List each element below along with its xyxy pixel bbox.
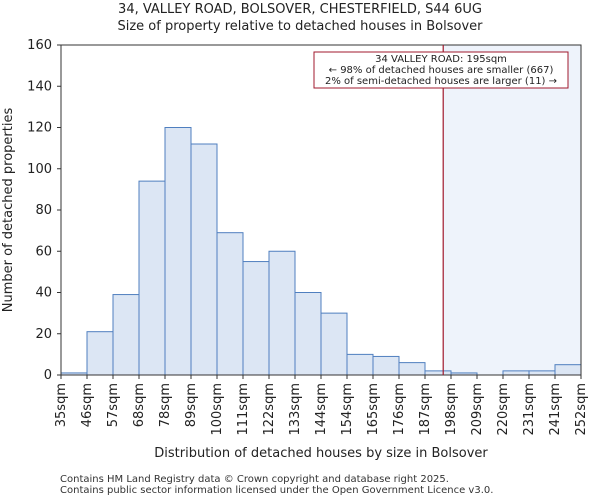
annotation-line-1: 34 VALLEY ROAD: 195sqm — [375, 54, 507, 65]
bar-78sqm — [164, 127, 192, 376]
x-tick-label-89sqm: 89sqm — [184, 383, 199, 427]
x-tick-label-165sqm: 165sqm — [366, 383, 381, 436]
x-tick-label-35sqm: 35sqm — [54, 383, 69, 427]
bar-165sqm — [372, 355, 400, 376]
bar-241sqm — [554, 364, 582, 376]
x-tick-label-187sqm: 187sqm — [418, 383, 433, 436]
x-tick-label-111sqm: 111sqm — [236, 383, 251, 436]
bar-187sqm — [424, 370, 452, 376]
x-tick-label-154sqm: 154sqm — [340, 383, 355, 436]
x-tick-label-231sqm: 231sqm — [522, 383, 537, 436]
bar-220sqm — [502, 370, 530, 376]
y-tick-label: 60 — [35, 244, 52, 259]
bar-46sqm — [86, 331, 114, 376]
x-tick-label-209sqm: 209sqm — [470, 383, 485, 436]
bar-144sqm — [320, 312, 348, 376]
x-tick-label-241sqm: 241sqm — [548, 383, 563, 436]
y-tick-label: 40 — [35, 286, 52, 301]
footer-line-2: Contains public sector information licen… — [60, 485, 494, 496]
bar-133sqm — [294, 292, 322, 376]
x-tick-label-100sqm: 100sqm — [210, 383, 225, 436]
chart-subtitle: Size of property relative to detached ho… — [117, 19, 483, 34]
bar-122sqm — [268, 250, 296, 376]
x-tick-label-78sqm: 78sqm — [158, 383, 173, 427]
highlight-region — [443, 45, 581, 375]
y-tick-label: 120 — [27, 121, 52, 136]
y-tick-label: 160 — [27, 38, 52, 53]
x-tick-label-122sqm: 122sqm — [262, 383, 277, 436]
bar-154sqm — [346, 353, 374, 376]
x-tick-label-68sqm: 68sqm — [132, 383, 147, 427]
footer-line-1: Contains HM Land Registry data © Crown c… — [60, 474, 449, 485]
bar-111sqm — [242, 261, 270, 376]
x-tick-label-133sqm: 133sqm — [288, 383, 303, 436]
annotation-box — [313, 51, 569, 89]
y-tick-label: 140 — [27, 79, 52, 94]
y-tick-label: 20 — [35, 327, 52, 342]
x-tick-label-176sqm: 176sqm — [392, 383, 407, 436]
y-tick-label: 80 — [35, 203, 52, 218]
x-tick-label-252sqm: 252sqm — [574, 383, 589, 436]
bar-231sqm — [528, 370, 556, 376]
bar-100sqm — [216, 232, 244, 376]
y-axis-label: Number of detached properties — [1, 108, 16, 313]
bar-57sqm — [112, 294, 140, 376]
bar-176sqm — [398, 362, 426, 376]
annotation-line-3: 2% of semi-detached houses are larger (1… — [325, 76, 557, 87]
x-tick-label-57sqm: 57sqm — [106, 383, 121, 427]
annotation-line-2: ← 98% of detached houses are smaller (66… — [329, 65, 554, 76]
bar-68sqm — [138, 180, 166, 376]
bar-89sqm — [190, 143, 218, 376]
x-axis-label: Distribution of detached houses by size … — [154, 446, 488, 461]
chart-title: 34, VALLEY ROAD, BOLSOVER, CHESTERFIELD,… — [118, 2, 482, 17]
x-tick-label-220sqm: 220sqm — [496, 383, 511, 436]
x-tick-label-46sqm: 46sqm — [80, 383, 95, 427]
x-tick-label-144sqm: 144sqm — [314, 383, 329, 436]
x-tick-label-198sqm: 198sqm — [444, 383, 459, 436]
y-tick-label: 0 — [44, 368, 52, 383]
y-tick-label: 100 — [27, 162, 52, 177]
